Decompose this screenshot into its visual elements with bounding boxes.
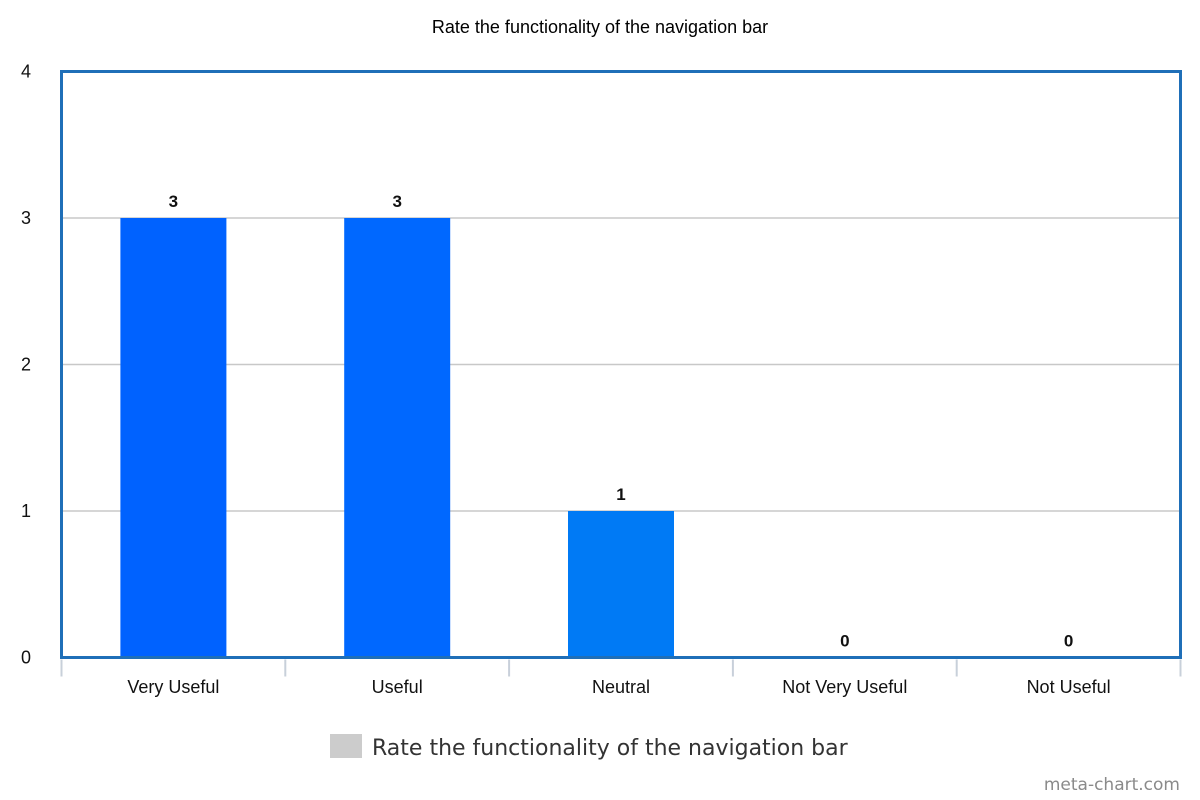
bar-neutral[interactable] — [568, 511, 674, 658]
grid-lines — [61, 217, 1181, 512]
legend-swatch[interactable] — [330, 734, 362, 758]
y-tick-label: 3 — [21, 208, 31, 228]
data-label: 3 — [169, 192, 178, 211]
y-tick-label: 0 — [21, 648, 31, 668]
x-axis-ticks: Very Useful Useful Neutral Not Very Useful N… — [60, 659, 1182, 697]
bar-useful[interactable] — [344, 218, 451, 658]
data-label: 0 — [1064, 632, 1073, 651]
bars — [120, 218, 674, 658]
watermark: meta-chart.com — [1044, 775, 1180, 795]
data-label: 3 — [392, 192, 401, 211]
y-axis-ticks: 0 1 2 3 4 — [21, 62, 31, 668]
x-tick-label: Not Very Useful — [782, 677, 907, 697]
legend-label[interactable]: Rate the functionality of the navigation… — [372, 736, 849, 761]
y-tick-label: 1 — [21, 501, 31, 521]
x-tick-label: Neutral — [592, 677, 650, 697]
x-tick-label: Useful — [372, 677, 423, 697]
plot-frame — [60, 70, 1182, 659]
x-tick-label: Not Useful — [1027, 677, 1111, 697]
y-tick-label: 2 — [21, 355, 31, 375]
chart-title: Rate the functionality of the navigation… — [432, 17, 768, 37]
data-labels: 3 3 1 0 0 — [169, 192, 1074, 651]
legend[interactable]: Rate the functionality of the navigation… — [330, 734, 849, 761]
bar-very-useful[interactable] — [120, 218, 227, 658]
y-tick-label: 4 — [21, 62, 31, 82]
data-label: 0 — [840, 632, 849, 651]
x-tick-label: Very Useful — [127, 677, 219, 697]
data-label: 1 — [616, 485, 625, 504]
